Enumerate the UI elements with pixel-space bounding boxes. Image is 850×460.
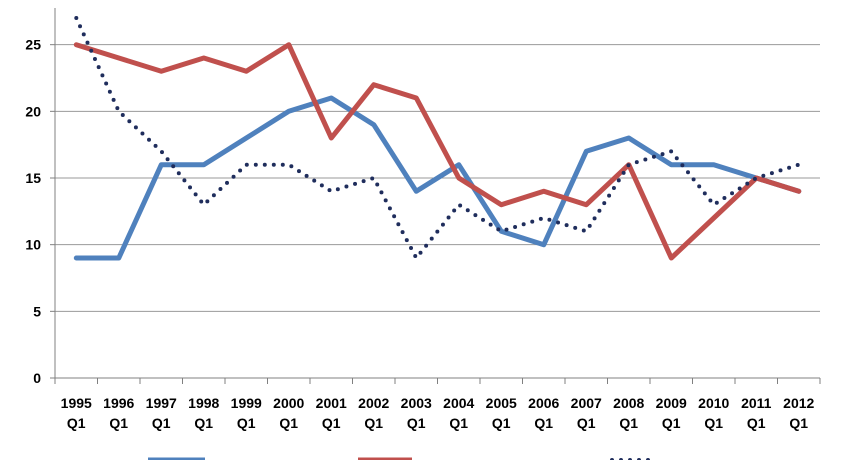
x-tick-label-quarter: Q1 — [704, 415, 723, 431]
y-axis-ticks: 0 5 10 15 20 25 — [25, 37, 41, 386]
y-tick-label: 15 — [25, 170, 41, 186]
x-tick-label-quarter: Q1 — [789, 415, 808, 431]
x-tick-label-year: 1996 — [103, 395, 134, 411]
x-tick-label-quarter: Q1 — [67, 415, 86, 431]
y-tick-label: 0 — [33, 370, 41, 386]
y-tick-label: 10 — [25, 237, 41, 253]
x-tick-label-year: 2008 — [613, 395, 644, 411]
x-tick-label-quarter: Q1 — [279, 415, 298, 431]
x-tick-label-year: 1997 — [146, 395, 177, 411]
x-tick-label-year: 2010 — [698, 395, 729, 411]
x-tick-label-quarter: Q1 — [619, 415, 638, 431]
series-lines — [73, 16, 802, 261]
x-tick-label-year: 2012 — [783, 395, 814, 411]
x-tick-label-quarter: Q1 — [194, 415, 213, 431]
x-tick-label-year: 2001 — [316, 395, 347, 411]
x-tick-label-year: 2011 — [741, 395, 772, 411]
series-line-1 — [73, 95, 802, 261]
x-axis-ticks: 1995 Q1 1996 Q1 1997 Q1 1998 Q1 1999 Q1 2000 Q1 2001… — [61, 395, 815, 431]
x-tick-label-quarter: Q1 — [109, 415, 128, 431]
x-tick-label-quarter: Q1 — [747, 415, 766, 431]
x-tick-label-year: 2005 — [486, 395, 517, 411]
x-tick-label-quarter: Q1 — [577, 415, 596, 431]
x-tick-label-year: 2003 — [401, 395, 432, 411]
x-tick-label-quarter: Q1 — [237, 415, 256, 431]
y-tick-label: 25 — [25, 37, 41, 53]
x-tick-label-year: 1999 — [231, 395, 262, 411]
y-tick-label: 5 — [33, 303, 41, 319]
x-tick-label-quarter: Q1 — [364, 415, 383, 431]
y-tick-label: 20 — [25, 103, 41, 119]
x-tick-label-quarter: Q1 — [152, 415, 171, 431]
series-line-2 — [73, 42, 802, 261]
x-tick-label-year: 2002 — [358, 395, 389, 411]
x-tick-label-year: 1998 — [188, 395, 219, 411]
x-tick-label-quarter: Q1 — [534, 415, 553, 431]
x-tick-label-year: 2006 — [528, 395, 559, 411]
x-tick-label-year: 2004 — [443, 395, 474, 411]
series-line-3 — [74, 16, 801, 260]
x-tick-label-quarter: Q1 — [492, 415, 511, 431]
axes — [50, 8, 821, 384]
x-tick-label-quarter: Q1 — [407, 415, 426, 431]
x-tick-label-quarter: Q1 — [449, 415, 468, 431]
x-tick-label-year: 2009 — [656, 395, 687, 411]
x-tick-label-quarter: Q1 — [322, 415, 341, 431]
x-tick-label-year: 2007 — [571, 395, 602, 411]
x-tick-label-year: 1995 — [61, 395, 92, 411]
x-tick-label-quarter: Q1 — [662, 415, 681, 431]
x-tick-label-year: 2000 — [273, 395, 304, 411]
